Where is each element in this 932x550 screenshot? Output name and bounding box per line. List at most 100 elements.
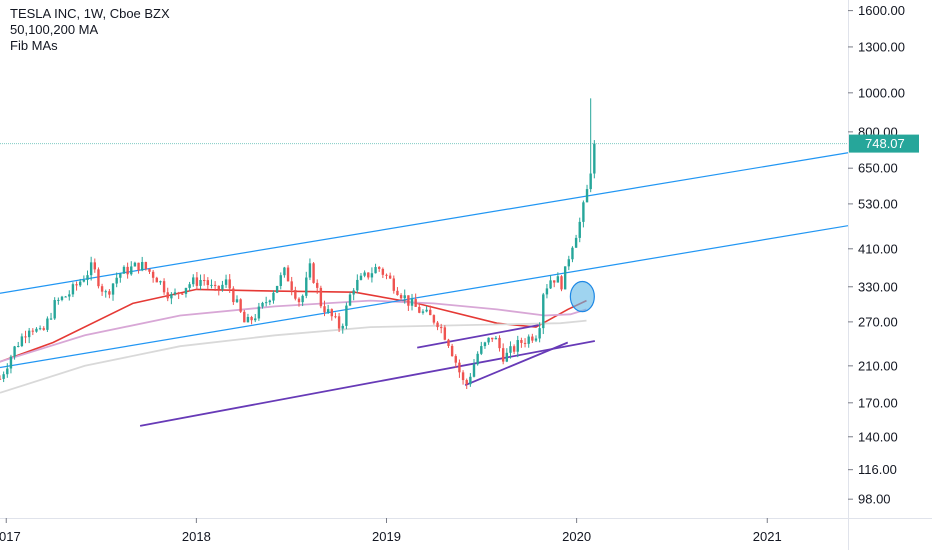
candle[interactable]: [516, 335, 519, 358]
candle[interactable]: [476, 351, 479, 366]
candle[interactable]: [162, 278, 166, 295]
candle[interactable]: [538, 322, 541, 343]
candle[interactable]: [352, 288, 355, 301]
candle[interactable]: [509, 341, 512, 359]
candle[interactable]: [388, 272, 392, 280]
candle[interactable]: [501, 343, 505, 365]
highlight-ellipse[interactable]: [569, 280, 595, 313]
candle[interactable]: [31, 328, 35, 336]
candle[interactable]: [0, 375, 2, 380]
candle[interactable]: [523, 338, 527, 348]
wedge-lower-line[interactable]: [464, 341, 569, 387]
candle[interactable]: [38, 325, 42, 331]
candle[interactable]: [159, 280, 162, 285]
candle[interactable]: [283, 266, 286, 278]
candle[interactable]: [392, 275, 395, 294]
candle[interactable]: [447, 338, 450, 348]
candle[interactable]: [27, 327, 31, 344]
candle[interactable]: [450, 343, 454, 357]
candle[interactable]: [326, 304, 330, 314]
candle[interactable]: [585, 184, 589, 203]
candle[interactable]: [6, 363, 9, 378]
candle[interactable]: [294, 286, 297, 301]
symbol-title[interactable]: TESLA INC, 1W, Cboe BZX: [10, 6, 170, 21]
ma-study-label[interactable]: 50,100,200 MA: [10, 22, 99, 37]
candle[interactable]: [505, 348, 509, 363]
candle[interactable]: [334, 312, 337, 319]
candle[interactable]: [458, 359, 461, 378]
candle[interactable]: [137, 262, 140, 274]
candle[interactable]: [86, 270, 89, 286]
candle[interactable]: [232, 286, 235, 305]
candle[interactable]: [472, 359, 476, 378]
candle[interactable]: [35, 327, 38, 333]
candle[interactable]: [396, 287, 399, 296]
candle[interactable]: [115, 272, 118, 288]
candle[interactable]: [119, 272, 122, 283]
candle[interactable]: [520, 337, 523, 348]
candle[interactable]: [512, 344, 516, 355]
candle[interactable]: [104, 289, 107, 298]
candle[interactable]: [414, 293, 417, 308]
candle[interactable]: [480, 341, 483, 356]
candle[interactable]: [261, 301, 264, 309]
candle[interactable]: [184, 287, 188, 298]
candle[interactable]: [567, 255, 571, 271]
candle[interactable]: [75, 281, 78, 291]
candle[interactable]: [13, 345, 16, 360]
candle[interactable]: [290, 276, 293, 296]
candle[interactable]: [46, 316, 49, 333]
candle[interactable]: [356, 274, 359, 294]
candle[interactable]: [272, 290, 275, 304]
candle[interactable]: [243, 309, 246, 323]
candle[interactable]: [348, 292, 352, 307]
candle[interactable]: [341, 323, 344, 334]
candle[interactable]: [224, 274, 228, 288]
candle[interactable]: [553, 280, 556, 288]
candle[interactable]: [385, 273, 388, 280]
candle[interactable]: [305, 271, 308, 299]
candle[interactable]: [24, 330, 27, 344]
candle[interactable]: [213, 281, 217, 291]
candle[interactable]: [436, 321, 439, 331]
candle[interactable]: [432, 314, 436, 325]
candle[interactable]: [465, 378, 468, 390]
candle[interactable]: [210, 279, 213, 289]
candle[interactable]: [316, 279, 319, 294]
candle[interactable]: [556, 272, 560, 283]
candle[interactable]: [122, 265, 126, 274]
candle[interactable]: [250, 315, 253, 325]
candle[interactable]: [542, 292, 545, 335]
candle[interactable]: [439, 323, 443, 334]
wedge-upper-line[interactable]: [417, 324, 539, 349]
candle[interactable]: [133, 261, 137, 267]
candle[interactable]: [549, 275, 552, 289]
candle[interactable]: [166, 287, 169, 302]
candle[interactable]: [254, 313, 257, 323]
candle[interactable]: [491, 337, 494, 343]
candle[interactable]: [370, 267, 374, 283]
candle[interactable]: [217, 285, 220, 296]
candle[interactable]: [367, 272, 370, 280]
candle[interactable]: [206, 277, 210, 290]
candle[interactable]: [410, 293, 414, 311]
candle[interactable]: [363, 270, 366, 278]
candle[interactable]: [82, 275, 86, 283]
candle[interactable]: [93, 258, 97, 273]
candle[interactable]: [228, 274, 231, 293]
candle[interactable]: [498, 335, 501, 352]
candle[interactable]: [188, 281, 191, 292]
candle[interactable]: [483, 341, 487, 349]
candle[interactable]: [53, 297, 56, 320]
candle[interactable]: [111, 283, 115, 301]
candle[interactable]: [151, 269, 155, 283]
candle[interactable]: [9, 354, 13, 374]
candle[interactable]: [319, 285, 323, 309]
candle[interactable]: [454, 354, 457, 368]
candle[interactable]: [195, 271, 199, 290]
candle[interactable]: [108, 289, 111, 299]
candle[interactable]: [534, 335, 538, 343]
candle[interactable]: [469, 373, 472, 387]
candle[interactable]: [425, 306, 428, 313]
